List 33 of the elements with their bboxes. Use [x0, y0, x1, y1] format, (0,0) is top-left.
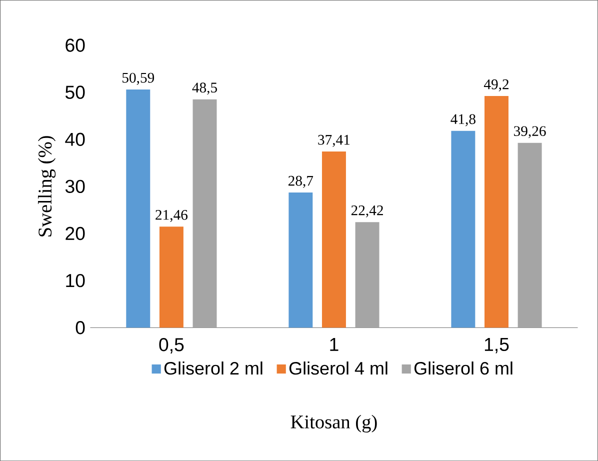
- bar: [126, 89, 150, 328]
- bar: [288, 192, 313, 328]
- bar: [322, 151, 346, 328]
- y-tick-label: 40: [65, 132, 85, 146]
- y-tick-label: 0: [76, 320, 85, 334]
- y-tick-label: 10: [66, 274, 85, 288]
- data-label: 28,7: [288, 176, 314, 188]
- x-axis-title: Kitosan (g): [290, 414, 377, 432]
- y-tick-label: 50: [65, 86, 85, 99]
- legend-label: Gliserol 4 ml: [289, 361, 388, 375]
- x-tick-label: 0,5: [159, 338, 184, 354]
- legend-label: Gliserol 2 ml: [164, 361, 262, 375]
- legend-label: Gliserol 6 ml: [414, 361, 512, 375]
- y-tick-label: 20: [66, 226, 85, 240]
- data-label: 21,46: [156, 210, 188, 222]
- bar: [484, 96, 508, 328]
- y-tick-label: 60: [66, 38, 85, 52]
- data-label: 48,5: [192, 82, 217, 95]
- bar: [451, 130, 476, 328]
- bar: [192, 99, 217, 328]
- y-axis-title: Swelling (%): [38, 136, 56, 236]
- data-label: 39,26: [514, 126, 546, 138]
- x-tick-label: 1,5: [484, 338, 509, 354]
- data-label: 37,41: [318, 134, 350, 147]
- x-tick-label: 1: [330, 338, 338, 351]
- bar: [355, 222, 380, 328]
- bar: [518, 142, 542, 328]
- y-tick-label: 30: [65, 180, 85, 193]
- data-label: 22,42: [351, 205, 383, 218]
- bar: [159, 226, 184, 328]
- data-label: 50,59: [122, 72, 154, 85]
- data-label: 49,2: [484, 79, 509, 92]
- data-label: 41,8: [450, 114, 476, 126]
